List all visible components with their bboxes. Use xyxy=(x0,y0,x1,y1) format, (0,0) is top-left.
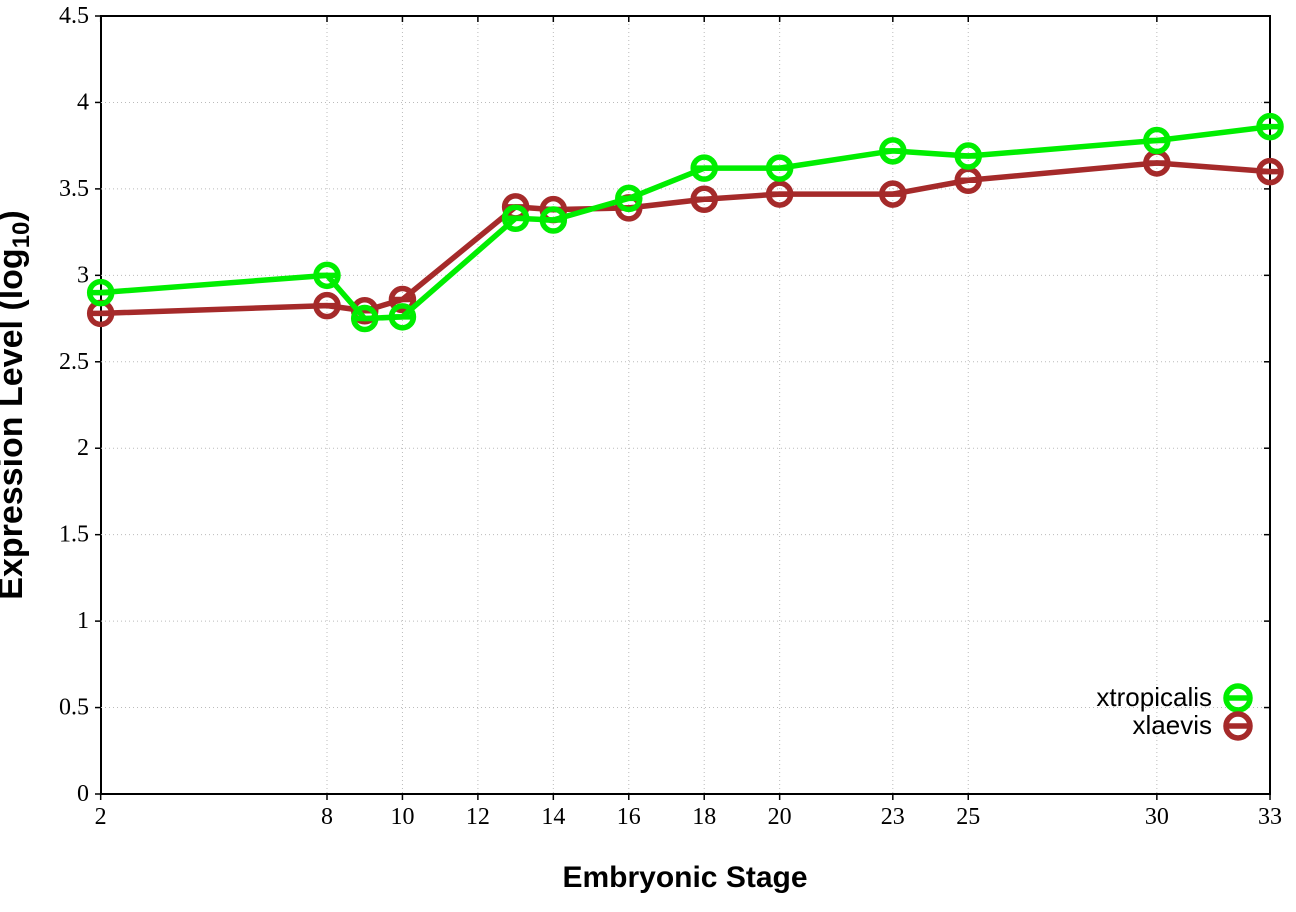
svg-text:20: 20 xyxy=(768,804,792,830)
svg-text:4.5: 4.5 xyxy=(59,3,89,29)
svg-text:25: 25 xyxy=(956,804,980,830)
svg-text:4: 4 xyxy=(77,89,89,115)
svg-text:14: 14 xyxy=(541,804,565,830)
svg-text:xtropicalis: xtropicalis xyxy=(1096,682,1212,712)
svg-text:3: 3 xyxy=(77,262,89,288)
svg-text:Embryonic Stage: Embryonic Stage xyxy=(562,861,807,894)
svg-text:18: 18 xyxy=(692,804,716,830)
svg-text:2.5: 2.5 xyxy=(59,349,89,375)
svg-text:10: 10 xyxy=(390,804,414,830)
svg-text:16: 16 xyxy=(617,804,641,830)
svg-text:8: 8 xyxy=(321,804,333,830)
svg-text:xlaevis: xlaevis xyxy=(1133,710,1212,740)
svg-text:0.5: 0.5 xyxy=(59,695,89,721)
svg-text:1.5: 1.5 xyxy=(59,522,89,548)
svg-text:0: 0 xyxy=(77,781,89,807)
svg-text:1: 1 xyxy=(77,608,89,634)
svg-text:3.5: 3.5 xyxy=(59,176,89,202)
svg-text:Expression Level (log10): Expression Level (log10) xyxy=(0,210,35,599)
svg-text:12: 12 xyxy=(466,804,490,830)
svg-text:2: 2 xyxy=(77,435,89,461)
svg-text:23: 23 xyxy=(881,804,905,830)
svg-text:33: 33 xyxy=(1258,804,1282,830)
svg-text:2: 2 xyxy=(95,804,107,830)
svg-text:30: 30 xyxy=(1145,804,1169,830)
